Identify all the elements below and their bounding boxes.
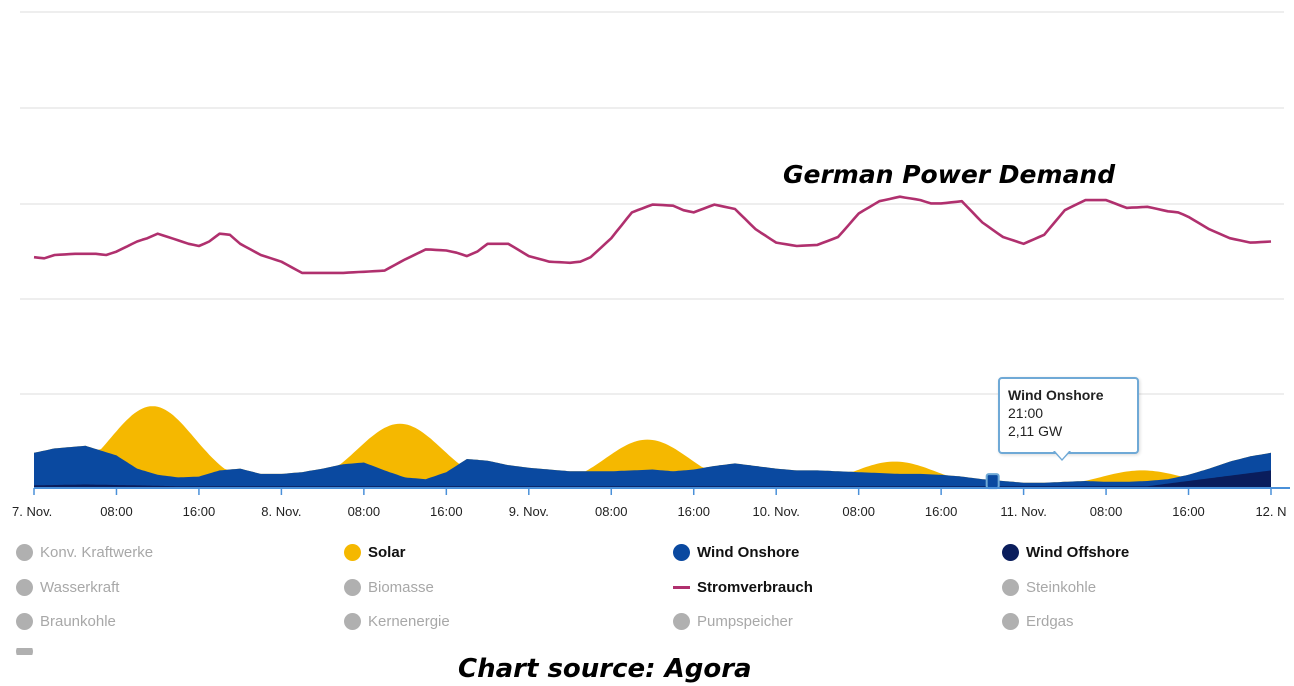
legend-label: Pumpspeicher xyxy=(697,613,793,630)
legend-label: Solar xyxy=(368,544,406,561)
legend-item-partial[interactable] xyxy=(16,648,40,655)
legend-item-steinkohle[interactable]: Steinkohle xyxy=(1002,579,1096,596)
x-tick-label: 16:00 xyxy=(677,504,710,519)
legend-label: Wind Offshore xyxy=(1026,544,1130,561)
legend-label: Steinkohle xyxy=(1026,579,1097,596)
x-tick-label: 12. N xyxy=(1255,504,1286,519)
source-note: Chart source: Agora xyxy=(458,654,752,684)
legend-item-braunkohle[interactable]: Braunkohle xyxy=(16,613,116,630)
x-tick-label: 7. Nov. xyxy=(12,504,52,519)
legend-item-biomasse[interactable]: Biomasse xyxy=(344,579,434,596)
demand-annotation: German Power Demand xyxy=(783,160,1116,189)
x-tick-label: 08:00 xyxy=(348,504,381,519)
x-tick-label: 16:00 xyxy=(183,504,216,519)
legend-dot-icon xyxy=(1002,613,1019,630)
gridlines xyxy=(20,11,1284,395)
series-stromverbrauch xyxy=(33,195,1272,275)
tooltip-value: 2,11 GW xyxy=(1008,423,1063,439)
legend-dot-icon xyxy=(673,613,690,630)
x-tick-label: 08:00 xyxy=(842,504,875,519)
x-tick-label: 16:00 xyxy=(925,504,958,519)
legend-item-pumpspeicher[interactable]: Pumpspeicher xyxy=(673,613,793,630)
demand-layer xyxy=(33,195,1272,275)
legend-dot-icon xyxy=(16,544,33,561)
legend-dot-icon xyxy=(16,648,33,655)
legend-label: Kernenergie xyxy=(368,613,450,630)
x-tick-label: 08:00 xyxy=(595,504,628,519)
tooltip: Wind Onshore 21:00 2,11 GW xyxy=(998,377,1139,454)
series-wind-offshore xyxy=(34,470,1271,488)
x-tick-label: 08:00 xyxy=(1090,504,1123,519)
legend-dot-icon xyxy=(344,579,361,596)
legend-item-erdgas[interactable]: Erdgas xyxy=(1002,613,1074,630)
legend-item-stromverbrauch[interactable]: Stromverbrauch xyxy=(673,579,813,596)
legend-label: Braunkohle xyxy=(40,613,116,630)
legend-item-konv-kraftwerke[interactable]: Konv. Kraftwerke xyxy=(16,544,153,561)
legend-line-icon xyxy=(673,586,690,589)
x-tick-label: 16:00 xyxy=(1172,504,1205,519)
legend-dot-icon xyxy=(16,579,33,596)
x-tick-label: 16:00 xyxy=(430,504,463,519)
legend-item-wind-offshore[interactable]: Wind Offshore xyxy=(1002,544,1129,561)
legend-label: Stromverbrauch xyxy=(697,579,813,596)
legend-label: Erdgas xyxy=(1026,613,1074,630)
legend-item-wind-onshore[interactable]: Wind Onshore xyxy=(673,544,799,561)
tooltip-time: 21:00 xyxy=(1008,405,1044,421)
legend-item-wasserkraft[interactable]: Wasserkraft xyxy=(16,579,119,596)
legend-label: Wasserkraft xyxy=(40,579,120,596)
legend-dot-icon xyxy=(344,544,361,561)
legend-item-kernenergie[interactable]: Kernenergie xyxy=(344,613,450,630)
tooltip-arrow-fill xyxy=(1055,451,1069,459)
x-tick-label: 8. Nov. xyxy=(261,504,301,519)
series-wind-onshore xyxy=(34,445,1271,488)
legend-label: Konv. Kraftwerke xyxy=(40,544,154,561)
x-tick-label: 11. Nov. xyxy=(1000,504,1046,519)
legend-dot-icon xyxy=(1002,579,1019,596)
legend-dot-icon xyxy=(344,613,361,630)
x-tick-label: 10. Nov. xyxy=(752,504,799,519)
tooltip-marker xyxy=(985,473,1000,490)
x-tick-label: 9. Nov. xyxy=(509,504,549,519)
legend-label: Biomasse xyxy=(368,579,434,596)
legend-dot-icon xyxy=(673,544,690,561)
legend-label: Wind Onshore xyxy=(697,544,800,561)
tooltip-title: Wind Onshore xyxy=(1008,387,1104,403)
legend-item-solar[interactable]: Solar xyxy=(344,544,406,561)
x-tick-label: 08:00 xyxy=(100,504,133,519)
x-axis: 7. Nov. 08:00 16:00 8. Nov. 08:00 16:00 9. Nov… xyxy=(12,487,1290,519)
legend-dot-icon xyxy=(16,613,33,630)
legend-dot-icon xyxy=(1002,544,1019,561)
